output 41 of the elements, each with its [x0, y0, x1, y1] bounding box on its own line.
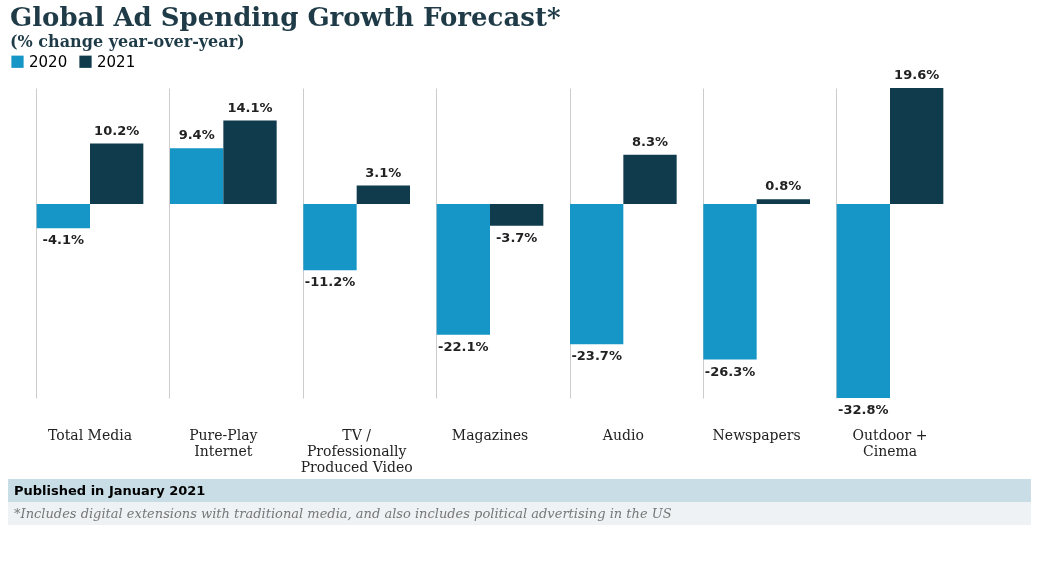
x-tick-label: Magazines [451, 426, 529, 443]
bar [436, 203, 490, 335]
chart-title: Global Ad Spending Growth Forecast* [10, 2, 561, 32]
x-tick-label: Audio [601, 426, 644, 443]
chart-subtitle: (% change year-over-year) [10, 32, 245, 51]
legend-label: 2021 [97, 52, 136, 71]
data-label: -23.7% [571, 348, 622, 364]
bar [570, 203, 624, 345]
bar [756, 199, 810, 204]
data-label: 14.1% [227, 99, 273, 115]
data-label: -4.1% [42, 232, 85, 248]
data-label: 19.6% [894, 67, 940, 82]
data-label: 9.4% [178, 127, 215, 143]
bar [890, 88, 944, 204]
text: Published in January 2021 [8, 479, 1031, 502]
bar [623, 154, 677, 204]
bar [703, 203, 757, 360]
data-label: 8.3% [631, 133, 669, 149]
x-tick-label: Outdoor + Cinema [852, 426, 928, 459]
x-tick-label: TV / Professionally Produced Video [300, 426, 413, 475]
data-label: 10.2% [94, 122, 140, 138]
x-tick-label: Total Media [48, 426, 132, 443]
bar [223, 120, 277, 204]
bar [356, 185, 410, 204]
bar [36, 203, 90, 229]
bar [490, 203, 544, 226]
legend-label: 2020 [29, 52, 68, 71]
bar [836, 203, 890, 398]
data-label: -11.2% [304, 274, 356, 290]
data-label: -3.7% [495, 229, 538, 245]
bar [90, 143, 144, 204]
bar [170, 148, 224, 204]
data-label: 0.8% [765, 178, 802, 194]
data-label: 3.1% [365, 164, 402, 180]
text: *Includes digital extensions with traditional media, and also includes political advertising in the US [8, 502, 1031, 525]
data-label: -32.8% [838, 402, 889, 417]
bar [303, 203, 357, 271]
data-label: -22.1% [438, 338, 489, 354]
data-label: -26.3% [704, 363, 756, 379]
x-tick-label: Pure-Play Internet [189, 426, 258, 459]
x-tick-label: Newspapers [712, 426, 801, 443]
